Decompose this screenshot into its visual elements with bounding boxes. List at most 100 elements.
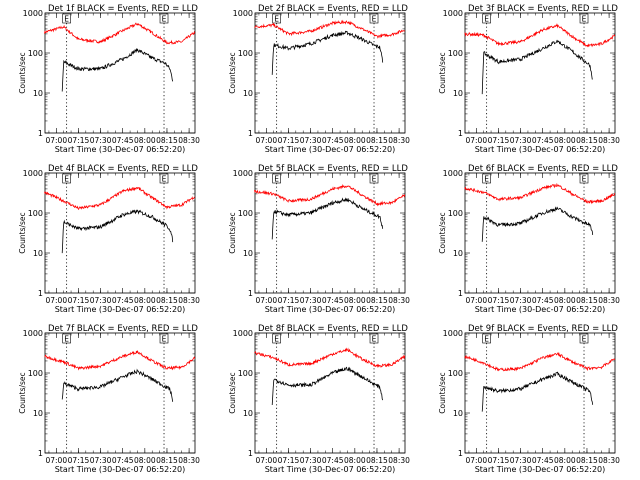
panel-det-1: Det 1f BLACK = Events, RED = LLD 1 10 100 10… bbox=[18, 4, 200, 154]
y-tick-label: 1000 bbox=[443, 329, 463, 338]
y-tick-label: 1 bbox=[38, 129, 43, 138]
y-tick-label: 100 bbox=[28, 369, 43, 378]
series-lld-line bbox=[44, 186, 196, 211]
x-tick-label: 07:45 bbox=[322, 296, 344, 305]
x-tick-label: 07:15 bbox=[488, 136, 510, 145]
x-tick-label: 08:00 bbox=[134, 296, 156, 305]
panel-title: Det 3f BLACK = Events, RED = LLD bbox=[468, 4, 618, 14]
eclipse-marker-box bbox=[272, 333, 281, 344]
x-tick-label: 07:30 bbox=[510, 296, 532, 305]
panel-title: Det 2f BLACK = Events, RED = LLD bbox=[258, 4, 408, 14]
x-tick-label: 07:30 bbox=[300, 296, 322, 305]
eclipse-marker-box bbox=[482, 13, 491, 24]
y-tick-label: 1000 bbox=[443, 9, 463, 18]
eclipse-marker-label: E bbox=[64, 175, 69, 184]
x-axis-label: Start Time (30-Dec-07 06:52:20) bbox=[55, 465, 186, 474]
y-tick-label: 100 bbox=[238, 49, 253, 58]
series-lld-line bbox=[254, 183, 406, 207]
panel-title: Det 9f BLACK = Events, RED = LLD bbox=[468, 324, 618, 334]
y-tick-label: 100 bbox=[28, 209, 43, 218]
eclipse-marker-box bbox=[579, 333, 589, 344]
eclipse-marker-label: E bbox=[484, 15, 489, 24]
y-tick-label: 10 bbox=[33, 409, 43, 418]
eclipse-marker-box bbox=[579, 173, 589, 184]
y-tick-label: 1 bbox=[458, 289, 463, 298]
eclipse-marker-label: E bbox=[582, 175, 587, 184]
x-tick-label: 08:30 bbox=[178, 296, 200, 305]
y-tick-label: 1000 bbox=[23, 329, 43, 338]
series-events-line bbox=[481, 371, 594, 412]
x-tick-label: 07:00 bbox=[255, 456, 277, 465]
plot-frame bbox=[254, 12, 406, 134]
eclipse-marker-box bbox=[369, 333, 379, 344]
eclipse-marker-label: E bbox=[162, 335, 167, 344]
y-tick-label: 10 bbox=[453, 89, 463, 98]
y-tick-label: 10 bbox=[453, 249, 463, 258]
eclipse-marker-label: E bbox=[484, 335, 489, 344]
y-tick-label: 1000 bbox=[233, 169, 253, 178]
x-tick-label: 07:30 bbox=[90, 136, 112, 145]
panel-det-9: Det 9f BLACK = Events, RED = LLD 1 10 100 10… bbox=[438, 324, 620, 474]
x-tick-label: 07:45 bbox=[532, 296, 554, 305]
eclipse-marker-box bbox=[159, 13, 169, 24]
x-tick-label: 08:15 bbox=[156, 296, 178, 305]
panel-title: Det 8f BLACK = Events, RED = LLD bbox=[258, 324, 408, 334]
y-tick-label: 100 bbox=[448, 209, 463, 218]
eclipse-marker-box bbox=[579, 13, 589, 24]
x-tick-label: 08:15 bbox=[576, 136, 598, 145]
eclipse-marker-box bbox=[482, 173, 491, 184]
panel-title: Det 6f BLACK = Events, RED = LLD bbox=[468, 164, 618, 174]
eclipse-marker-label: E bbox=[372, 15, 377, 24]
series-events-line bbox=[61, 209, 174, 254]
x-tick-label: 07:00 bbox=[45, 136, 67, 145]
eclipse-marker-box bbox=[62, 333, 71, 344]
panel-title: Det 1f BLACK = Events, RED = LLD bbox=[48, 4, 198, 14]
x-tick-label: 07:00 bbox=[465, 456, 487, 465]
x-tick-label: 08:15 bbox=[366, 456, 388, 465]
x-tick-label: 08:15 bbox=[156, 136, 178, 145]
y-axis-label: Counts/sec bbox=[438, 372, 447, 413]
x-tick-label: 07:00 bbox=[45, 296, 67, 305]
series-lld-line bbox=[464, 23, 616, 48]
eclipse-marker-label: E bbox=[274, 15, 279, 24]
x-tick-label: 07:00 bbox=[255, 296, 277, 305]
panel-det-7: Det 7f BLACK = Events, RED = LLD 1 10 100 10… bbox=[18, 324, 200, 474]
y-tick-label: 1000 bbox=[23, 169, 43, 178]
eclipse-marker-label: E bbox=[582, 335, 587, 344]
plot-frame bbox=[464, 332, 616, 454]
x-tick-label: 07:00 bbox=[465, 296, 487, 305]
series-lld-line bbox=[44, 22, 196, 45]
x-tick-label: 08:15 bbox=[576, 296, 598, 305]
x-tick-label: 08:00 bbox=[554, 296, 576, 305]
eclipse-marker-label: E bbox=[162, 15, 167, 24]
eclipse-marker-label: E bbox=[64, 335, 69, 344]
x-tick-label: 08:00 bbox=[134, 456, 156, 465]
x-tick-label: 07:15 bbox=[278, 136, 300, 145]
x-tick-label: 07:15 bbox=[68, 136, 90, 145]
series-events-line bbox=[61, 368, 174, 402]
panel-det-8: Det 8f BLACK = Events, RED = LLD 1 10 100 10… bbox=[228, 324, 410, 474]
x-tick-label: 07:45 bbox=[112, 456, 134, 465]
eclipse-marker-label: E bbox=[372, 175, 377, 184]
y-axis-label: Counts/sec bbox=[228, 372, 237, 413]
eclipse-marker-label: E bbox=[64, 15, 69, 24]
x-tick-label: 07:00 bbox=[465, 136, 487, 145]
panel-title: Det 5f BLACK = Events, RED = LLD bbox=[258, 164, 408, 174]
x-tick-label: 07:45 bbox=[322, 456, 344, 465]
x-axis-label: Start Time (30-Dec-07 06:52:20) bbox=[475, 145, 606, 154]
y-tick-label: 1 bbox=[248, 129, 253, 138]
x-tick-label: 07:30 bbox=[300, 456, 322, 465]
y-tick-label: 1 bbox=[248, 449, 253, 458]
x-tick-label: 07:45 bbox=[322, 136, 344, 145]
x-tick-label: 08:30 bbox=[388, 136, 410, 145]
series-lld-line bbox=[254, 19, 406, 39]
x-tick-label: 07:30 bbox=[90, 296, 112, 305]
x-axis-label: Start Time (30-Dec-07 06:52:20) bbox=[265, 305, 396, 314]
x-tick-label: 07:45 bbox=[532, 136, 554, 145]
x-tick-label: 07:15 bbox=[278, 296, 300, 305]
x-tick-label: 08:30 bbox=[598, 456, 620, 465]
series-lld-line bbox=[254, 347, 406, 369]
x-tick-label: 08:30 bbox=[598, 136, 620, 145]
x-tick-label: 08:00 bbox=[344, 136, 366, 145]
x-tick-label: 08:00 bbox=[134, 136, 156, 145]
